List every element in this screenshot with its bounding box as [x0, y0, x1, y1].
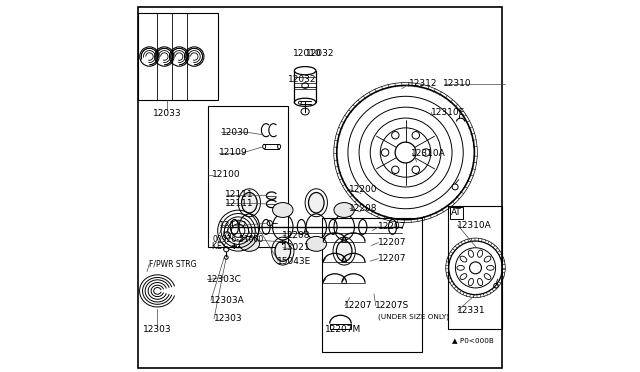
Text: 12109: 12109	[219, 148, 248, 157]
Text: 12208: 12208	[282, 231, 310, 240]
Bar	[322, 218, 422, 352]
Text: 12207M: 12207M	[325, 325, 361, 334]
Bar	[209, 106, 289, 247]
Text: 12033: 12033	[153, 109, 182, 118]
Ellipse shape	[308, 193, 324, 213]
Bar	[138, 13, 218, 100]
Text: 12032: 12032	[287, 76, 316, 84]
Ellipse shape	[273, 202, 293, 217]
Text: 12310A: 12310A	[411, 149, 446, 158]
Ellipse shape	[337, 241, 352, 261]
Text: 12312: 12312	[410, 79, 438, 88]
Text: ▲ P0<000B: ▲ P0<000B	[452, 337, 494, 343]
Text: 13021: 13021	[282, 243, 310, 252]
Text: (UNDER SIZE ONLY): (UNDER SIZE ONLY)	[378, 314, 449, 320]
Text: 12310E: 12310E	[431, 108, 465, 117]
Ellipse shape	[239, 237, 260, 251]
Text: 12207S: 12207S	[375, 301, 410, 310]
Text: 12207: 12207	[344, 301, 372, 310]
Text: 12111: 12111	[225, 199, 254, 208]
Text: 15043E: 15043E	[277, 257, 312, 266]
Text: 12303: 12303	[143, 325, 172, 334]
Text: 12303: 12303	[214, 314, 243, 323]
Text: 12200: 12200	[349, 185, 378, 194]
Text: 00926-51600: 00926-51600	[212, 235, 264, 244]
Text: 12111: 12111	[225, 190, 254, 199]
Text: KEY  ✚-: KEY ✚-	[212, 242, 241, 251]
Text: AT: AT	[452, 209, 463, 218]
Text: 12310: 12310	[443, 79, 472, 88]
Text: AT: AT	[451, 208, 461, 217]
Text: 12331: 12331	[457, 306, 486, 315]
Text: 12010: 12010	[293, 49, 322, 58]
Text: 12207: 12207	[378, 238, 406, 247]
Text: 12303A: 12303A	[211, 296, 245, 305]
Text: 12207: 12207	[378, 222, 406, 231]
Text: 12303C: 12303C	[207, 275, 241, 284]
Text: 12030: 12030	[221, 128, 250, 137]
Text: 12112: 12112	[219, 221, 247, 230]
Text: F/PWR STRG: F/PWR STRG	[149, 260, 196, 269]
Ellipse shape	[241, 193, 257, 213]
Bar	[449, 206, 502, 329]
Text: 12208: 12208	[349, 204, 378, 213]
Ellipse shape	[334, 202, 355, 217]
Bar	[330, 324, 351, 329]
Text: 12207: 12207	[378, 254, 406, 263]
Text: 12100: 12100	[212, 170, 241, 179]
Text: 12032: 12032	[306, 49, 334, 58]
Text: 12310A: 12310A	[457, 221, 492, 230]
Ellipse shape	[275, 241, 291, 261]
Ellipse shape	[306, 237, 326, 251]
